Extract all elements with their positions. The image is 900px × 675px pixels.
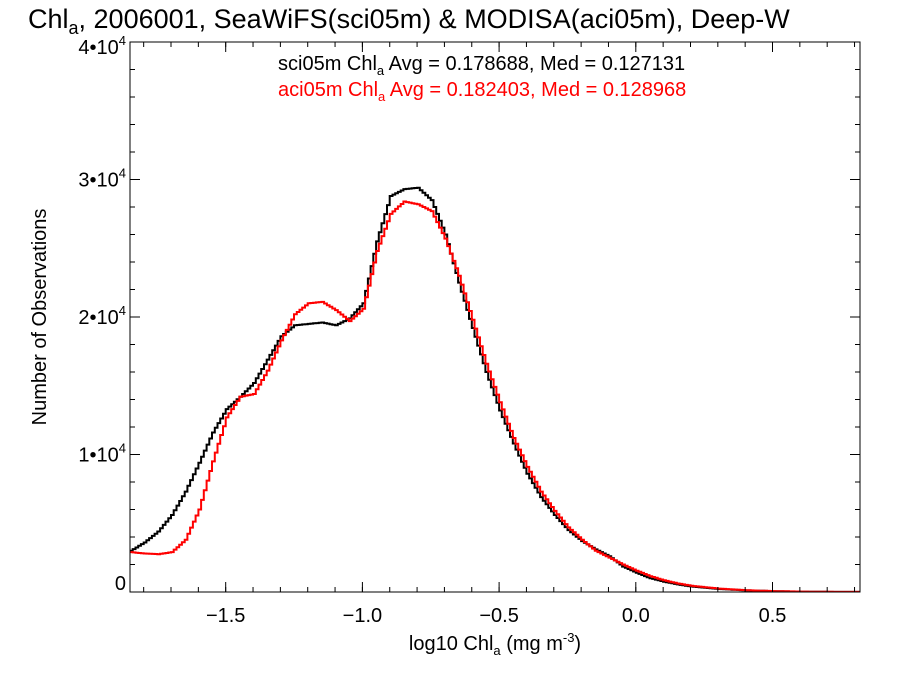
y-tick-label: 1•104: [78, 441, 126, 467]
y-tick-mantissa: 4•10: [78, 37, 118, 59]
y-tick-label: 2•104: [78, 303, 126, 329]
legend-entry-subscript: a: [377, 63, 385, 78]
y-tick-exponent: 4: [119, 166, 126, 181]
x-tick-label: −1.5: [206, 605, 245, 627]
y-axis-label: Number of Observations: [29, 209, 51, 426]
x-axis-label-main: log10 Chl: [409, 633, 494, 655]
y-tick-mantissa: 1•10: [78, 445, 118, 467]
x-tick-label: −0.5: [479, 605, 518, 627]
legend-entry-subscript: a: [378, 89, 386, 104]
chart-title: Chla, 2006001, SeaWiFS(sci05m) & MODISA(…: [28, 4, 790, 38]
y-tick-mantissa: 0: [115, 573, 126, 595]
legend-entry-name: sci05m Chl: [278, 53, 377, 75]
x-tick-label: 0.0: [622, 605, 650, 627]
y-tick-mantissa: 3•10: [78, 170, 118, 192]
y-tick-label: 3•104: [78, 166, 126, 192]
y-tick-label: 0: [115, 573, 126, 595]
legend-entry-name: aci05m Chl: [278, 79, 378, 101]
legend: sci05m Chla Avg = 0.178688, Med = 0.1271…: [278, 53, 686, 104]
chart-title-rest: , 2006001, SeaWiFS(sci05m) & MODISA(aci0…: [79, 4, 791, 34]
x-axis-label-close: ): [574, 633, 581, 655]
y-tick-label: 4•104: [78, 33, 126, 59]
y-tick-exponent: 4: [119, 33, 126, 48]
plot-area: [130, 186, 860, 592]
y-tick-mantissa: 2•10: [78, 307, 118, 329]
legend-entry-stats: Avg = 0.178688, Med = 0.127131: [384, 53, 685, 75]
x-tick-label: 0.5: [759, 605, 787, 627]
series-2-line: [130, 200, 860, 592]
series-layer: [130, 186, 860, 592]
legend-entry-stats: Avg = 0.182403, Med = 0.128968: [385, 79, 686, 101]
legend-entry-1: sci05m Chla Avg = 0.178688, Med = 0.1271…: [278, 53, 685, 78]
x-tick-label: −1.0: [343, 605, 382, 627]
plot-frame: [129, 41, 861, 593]
x-axis: −1.5 −1.0 −0.5 0.0 0.5: [143, 42, 856, 627]
x-axis-label-units: (mg m: [501, 633, 563, 655]
chart-title-subscript: a: [69, 18, 80, 38]
x-axis-label: log10 Chla (mg m-3): [409, 630, 581, 658]
x-axis-label-superscript: -3: [563, 630, 575, 645]
y-tick-exponent: 4: [119, 441, 126, 456]
chart-title-main: Chl: [28, 4, 69, 34]
y-tick-exponent: 4: [119, 303, 126, 318]
legend-entry-2: aci05m Chla Avg = 0.182403, Med = 0.1289…: [278, 79, 686, 104]
x-axis-label-subscript: a: [493, 643, 501, 658]
